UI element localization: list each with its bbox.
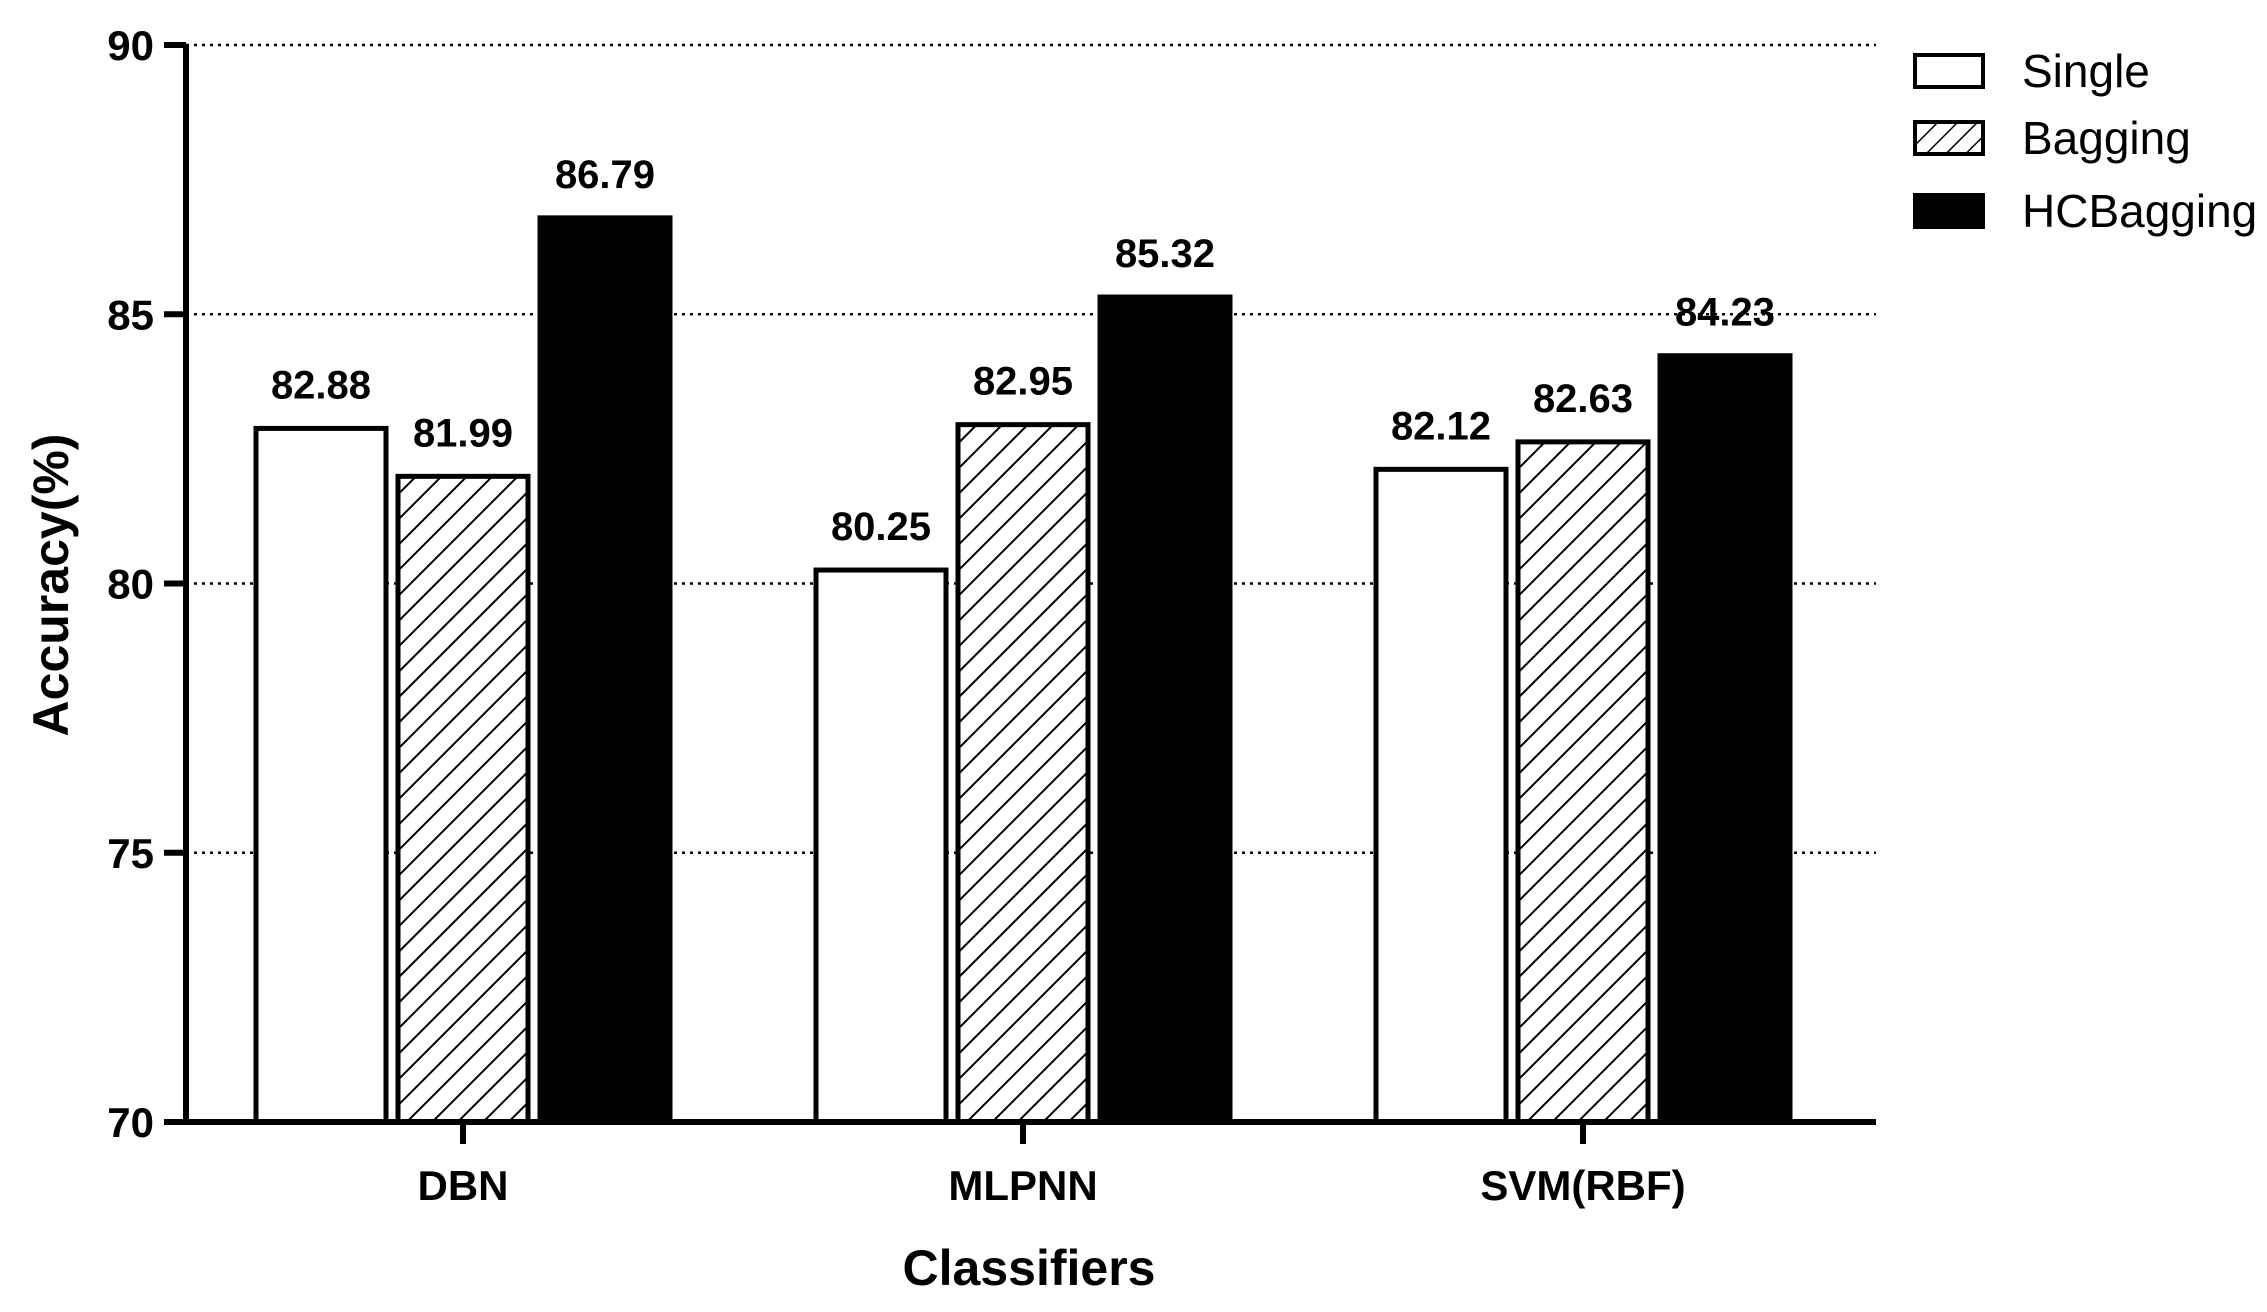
data-label: 82.12 [1391, 404, 1491, 448]
legend-swatch-hcbagging [1913, 193, 1985, 229]
data-label: 82.88 [271, 363, 371, 407]
bar-bagging-svm-rbf- [1515, 439, 1651, 1125]
bar-single-mlpnn [813, 567, 949, 1125]
bar-hcbagging-mlpnn [1097, 294, 1233, 1125]
legend-swatch-bagging [1913, 120, 1985, 156]
data-label: 85.32 [1115, 232, 1215, 276]
x-ticks: DBN MLPNN SVM(RBF) [418, 1122, 1686, 1209]
data-label: 82.63 [1533, 377, 1633, 421]
bar-single-svm-rbf- [1373, 466, 1509, 1125]
x-tick-label: MLPNN [948, 1162, 1097, 1209]
data-label: 81.99 [413, 411, 513, 455]
y-ticks: 70 75 80 85 90 [107, 22, 186, 1146]
data-label: 80.25 [831, 505, 931, 549]
y-tick-label: 75 [107, 830, 154, 877]
legend-label-hcbagging: HCBagging [2022, 185, 2257, 237]
bar-bagging-mlpnn [955, 422, 1091, 1125]
y-axis-title: Accuracy(%) [23, 434, 79, 737]
y-tick-label: 90 [107, 22, 154, 69]
legend-label-bagging: Bagging [2022, 112, 2191, 164]
data-labels: 82.88 81.99 86.79 80.25 82.95 85.32 82.12 82.63… [271, 153, 1775, 549]
legend: Single Bagging HCBagging [1913, 45, 2257, 237]
y-tick-label: 80 [107, 561, 154, 608]
y-tick-label: 85 [107, 291, 154, 338]
x-axis-title: Classifiers [903, 1240, 1156, 1296]
x-tick-label: SVM(RBF) [1480, 1162, 1685, 1209]
data-label: 82.95 [973, 360, 1073, 404]
data-label: 86.79 [555, 153, 655, 197]
bar-single-dbn [253, 425, 389, 1125]
bar-bagging-dbn [395, 473, 531, 1125]
x-tick-label: DBN [418, 1162, 509, 1209]
legend-label-single: Single [2022, 45, 2150, 97]
y-tick-label: 70 [107, 1099, 154, 1146]
legend-swatch-single [1913, 53, 1985, 89]
bar-hcbagging-dbn [537, 215, 673, 1125]
bars [253, 215, 1793, 1125]
data-label: 84.23 [1675, 291, 1775, 335]
bar-hcbagging-svm-rbf- [1657, 353, 1793, 1125]
